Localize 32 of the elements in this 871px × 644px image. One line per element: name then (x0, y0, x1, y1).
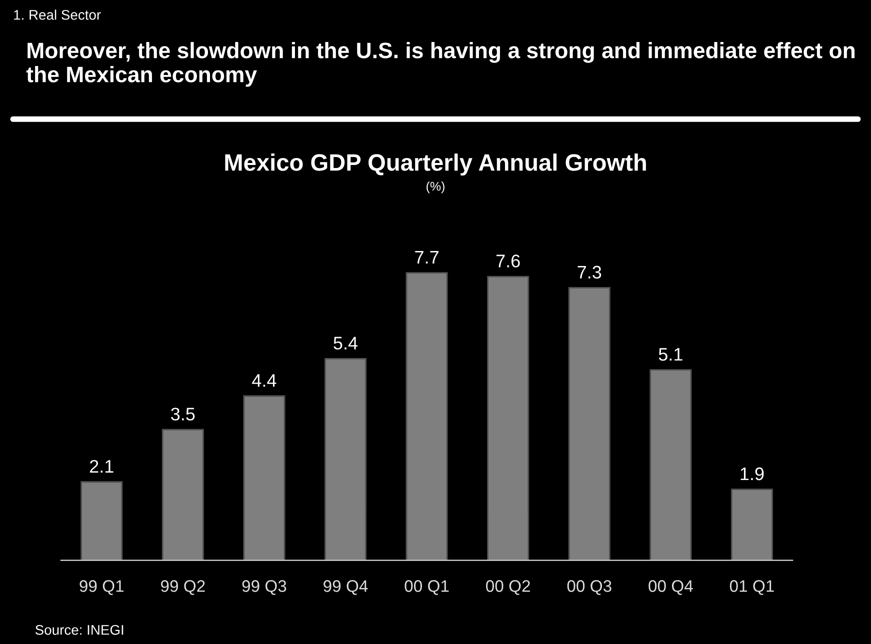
x-tick-label: 99 Q4 (324, 580, 368, 595)
x-tick-label: 99 Q3 (242, 580, 286, 595)
data-label: 3.5 (171, 408, 195, 420)
x-tick-label: 00 Q1 (404, 580, 449, 595)
bar (324, 358, 367, 560)
x-tick-label: 99 Q2 (160, 580, 205, 595)
x-tick-label: 00 Q3 (567, 580, 612, 595)
data-label: 2.1 (90, 460, 114, 473)
bar (568, 287, 610, 560)
bar (487, 276, 530, 560)
chart-title: Moreover, the slowdown in the U.S. is having a strong and immediate effect on the Mexican economy (26, 42, 855, 87)
data-label: 5.4 (334, 336, 358, 350)
bar (243, 395, 286, 560)
text: 1. Real Sector (14, 10, 101, 20)
bar (162, 428, 204, 560)
data-label: 7.7 (415, 251, 438, 264)
data-label: 5.1 (658, 348, 682, 361)
data-label: 7.6 (496, 254, 520, 268)
data-label: 1.9 (740, 467, 764, 480)
x-tick-label: 00 Q4 (648, 580, 693, 595)
x-tick-label: 99 Q1 (80, 580, 124, 595)
data-label: 4.4 (252, 374, 276, 387)
bar (80, 481, 123, 560)
chart-subtitle: Mexico GDP Quarterly Annual Growth (225, 154, 646, 176)
text: (%) (426, 182, 444, 194)
data-label: 7.3 (578, 266, 602, 279)
bar (406, 272, 448, 560)
bar (650, 369, 692, 560)
x-tick-label: 00 Q2 (486, 580, 530, 595)
source-note: Source: INEGI (35, 624, 124, 635)
x-tick-label: 01 Q1 (730, 580, 774, 595)
bar (730, 488, 773, 560)
